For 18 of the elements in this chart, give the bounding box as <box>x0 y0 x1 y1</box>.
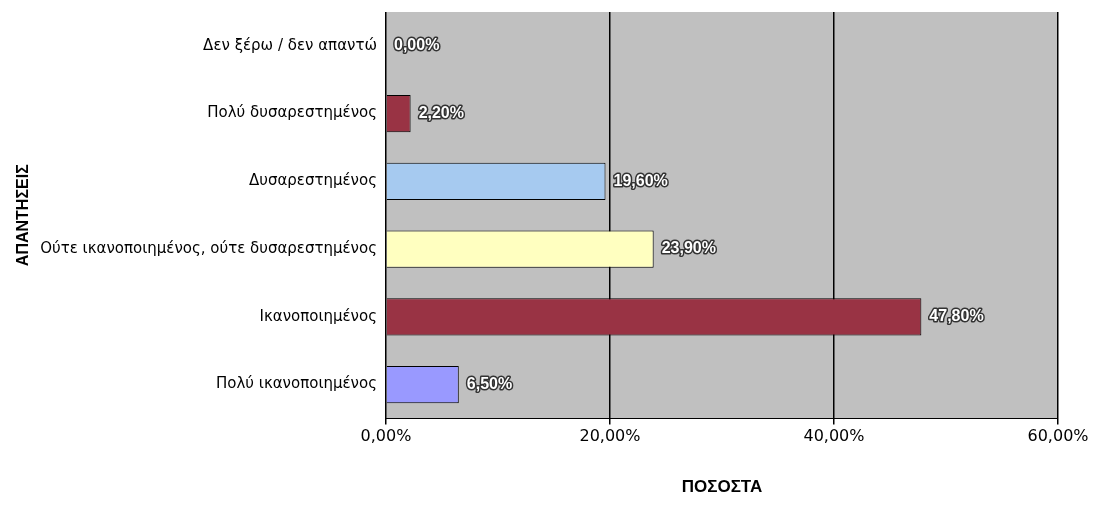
data-label: 0,00% <box>393 36 440 54</box>
y-axis-title: ΑΠΑΝΤΗΣΕΙΣ <box>14 163 32 267</box>
x-tick-label: 20,00% <box>579 426 641 446</box>
y-tick-label: Ούτε ικανοποιημένος, ούτε δυσαρεστημένος <box>40 238 377 257</box>
data-label: 19,60% <box>613 171 668 189</box>
data-label: 2,20% <box>418 104 464 122</box>
y-tick-label: Δυσαρεστημένος <box>248 171 377 190</box>
x-tick-label: 60,00% <box>1027 426 1089 446</box>
y-tick-label: Πολύ δυσαρεστημένος <box>207 103 377 122</box>
y-tick-label: Πολύ ικανοποιημένος <box>216 374 377 393</box>
x-tick-label: 40,00% <box>803 426 865 446</box>
x-axis-title: ΠΟΣΟΣΤΑ <box>681 477 763 497</box>
y-tick-label: Ικανοποιημένος <box>259 306 377 325</box>
data-label: 23,90% <box>661 239 716 257</box>
x-tick-label: 0,00% <box>360 426 412 446</box>
y-tick-label: Δεν ξέρω / δεν απαντώ <box>203 35 377 54</box>
data-label: 47,80% <box>929 307 984 325</box>
data-label: 6,50% <box>466 374 513 392</box>
